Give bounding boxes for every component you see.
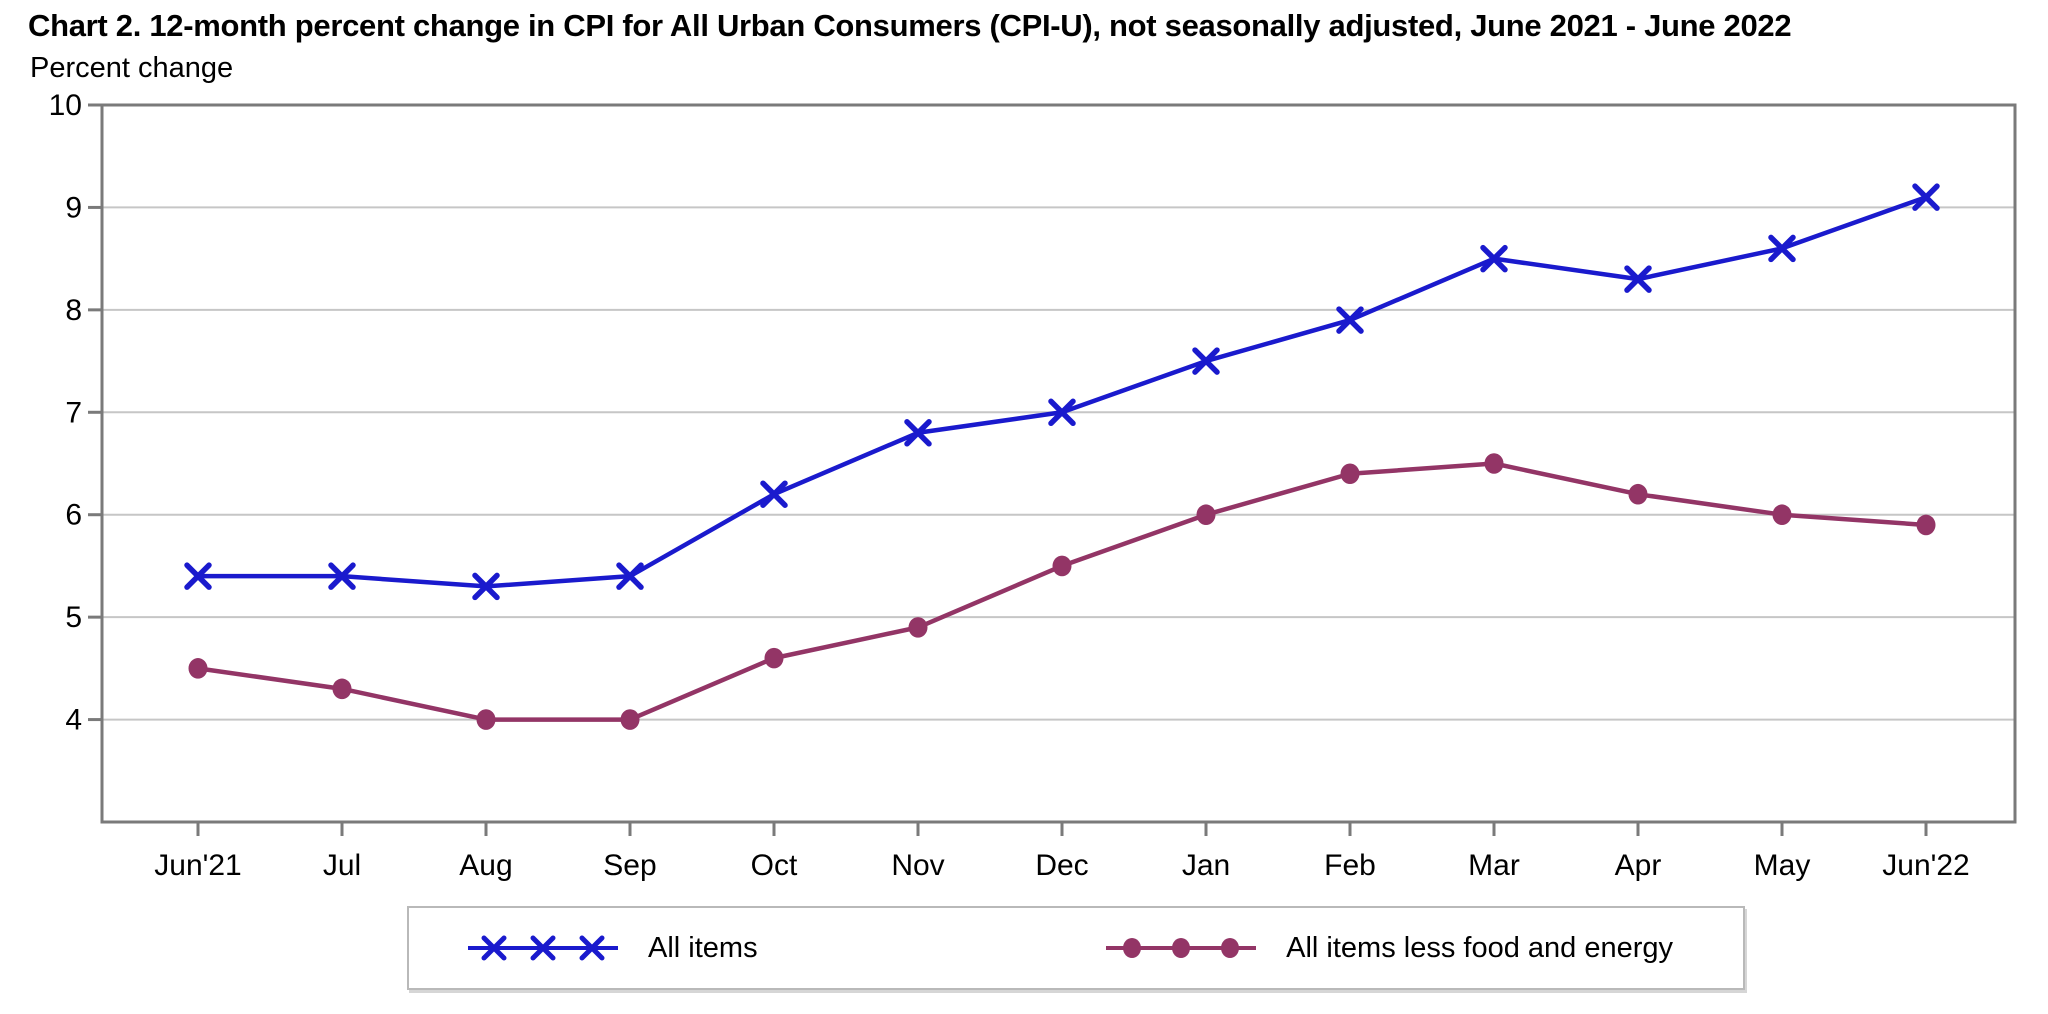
x-tick-label-7: Jan (1182, 849, 1230, 882)
x-tick-label-0: Jun'21 (154, 849, 241, 882)
legend-item-core: All items less food and energy (1102, 928, 1673, 968)
legend-item-all-items: All items (464, 928, 758, 968)
legend-label-core: All items less food and energy (1286, 931, 1673, 964)
x-tick-label-12: Jun'22 (1882, 849, 1969, 882)
series-0-point-3 (616, 562, 644, 590)
series-1-point-2 (476, 709, 496, 730)
y-tick-label-5: 5 (65, 601, 82, 634)
series-1-point-12 (1916, 514, 1936, 536)
series-1-point-5 (908, 617, 928, 638)
x-tick-label-9: Mar (1468, 849, 1520, 882)
series-0-point-5 (904, 419, 932, 447)
series-1-point-4 (764, 647, 784, 669)
series-1-line (197, 461, 1927, 722)
x-tick-label-11: May (1754, 849, 1811, 882)
core-line-sample-icon (1106, 938, 1257, 958)
series-1-point-7 (1196, 504, 1216, 526)
series-0-point-1 (328, 562, 356, 590)
x-tick-label-4: Oct (751, 849, 798, 882)
series-0-point-6 (1048, 398, 1076, 427)
series-0-point-8 (1336, 306, 1364, 334)
chart-title: Chart 2. 12-month percent change in CPI … (28, 8, 1792, 43)
series-0-point-0 (184, 562, 212, 590)
legend: All items All items less food and energy (407, 906, 1745, 990)
series-0-point-7 (1192, 347, 1220, 375)
y-tick-label-4: 4 (65, 704, 82, 737)
series-0-point-10 (1624, 265, 1652, 293)
series-1-point-0 (188, 658, 208, 679)
plot-border (100, 103, 2017, 824)
y-tick-label-6: 6 (65, 499, 82, 532)
series-1-point-3 (620, 709, 640, 730)
x-tick-label-10: Apr (1615, 849, 1662, 882)
series-1-point-11 (1772, 504, 1792, 526)
series-1-point-1 (332, 678, 352, 700)
legend-label-all-items: All items (648, 931, 758, 964)
series-0-line (198, 195, 1927, 589)
series-1 (188, 453, 1936, 730)
x-tick-label-2: Aug (459, 849, 512, 882)
series-0-point-12 (1912, 183, 1940, 211)
series-1-point-6 (1052, 555, 1072, 577)
x-tick-label-5: Nov (891, 849, 944, 882)
series-1-point-10 (1628, 483, 1648, 505)
y-tick-label-8: 8 (65, 294, 82, 327)
series-1-point-8 (1340, 463, 1360, 485)
y-tick-label-10: 10 (49, 89, 82, 122)
all-items-line-sample-icon (468, 935, 618, 961)
x-tick-label-3: Sep (603, 849, 656, 882)
x-tick-label-6: Dec (1035, 849, 1088, 882)
x-tick-label-1: Jul (323, 849, 361, 882)
y-tick-label-9: 9 (65, 191, 82, 224)
y-tick-label-7: 7 (65, 396, 82, 429)
series-0 (184, 183, 1940, 601)
x-tick-label-8: Feb (1324, 849, 1376, 882)
series-0-point-11 (1768, 234, 1796, 263)
series-1-point-9 (1484, 453, 1504, 474)
series-0-point-2 (472, 572, 500, 601)
series-0-point-9 (1480, 244, 1508, 273)
series-0-point-4 (760, 480, 788, 508)
y-axis-unit-label: Percent change (30, 52, 234, 84)
